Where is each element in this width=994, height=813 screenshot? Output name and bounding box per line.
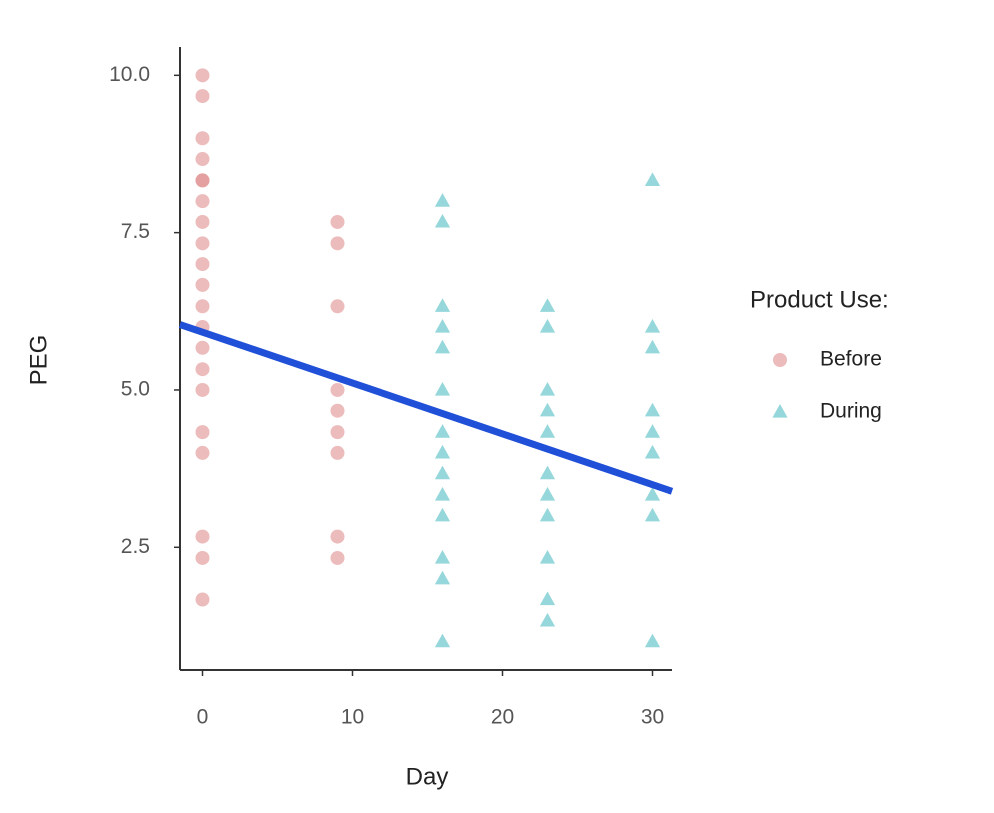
point bbox=[195, 131, 210, 146]
point bbox=[539, 507, 556, 522]
point bbox=[195, 173, 210, 188]
point bbox=[195, 382, 210, 397]
point bbox=[434, 339, 451, 354]
point bbox=[434, 424, 451, 438]
point bbox=[434, 319, 451, 333]
point bbox=[330, 403, 345, 418]
x-tick-label: 20 bbox=[491, 706, 514, 729]
point bbox=[539, 487, 556, 501]
point bbox=[644, 172, 661, 187]
y-tick-label: 5.0 bbox=[121, 378, 150, 401]
point bbox=[434, 487, 451, 501]
y-tick-label: 7.5 bbox=[121, 220, 150, 243]
point bbox=[539, 298, 556, 312]
legend-label: Before bbox=[820, 348, 882, 371]
point bbox=[434, 298, 451, 312]
point bbox=[195, 550, 210, 565]
point bbox=[330, 445, 345, 460]
point bbox=[434, 507, 451, 522]
point bbox=[195, 529, 210, 544]
x-tick-label: 30 bbox=[641, 706, 664, 729]
legend-marker bbox=[773, 353, 787, 367]
point bbox=[644, 424, 661, 438]
point bbox=[330, 299, 345, 314]
trend-line bbox=[178, 321, 674, 495]
point bbox=[330, 425, 345, 440]
point bbox=[434, 633, 451, 648]
legend-label: During bbox=[820, 400, 882, 423]
point bbox=[195, 299, 210, 314]
y-tick-label: 10.0 bbox=[109, 63, 150, 86]
point bbox=[644, 633, 661, 648]
point bbox=[195, 152, 210, 167]
point bbox=[434, 193, 451, 207]
point bbox=[644, 507, 661, 522]
legend-marker bbox=[772, 404, 788, 418]
point bbox=[195, 592, 210, 607]
y-tick-label: 2.5 bbox=[121, 535, 150, 558]
point bbox=[539, 465, 556, 480]
point bbox=[644, 402, 661, 417]
point bbox=[195, 362, 210, 377]
point bbox=[539, 612, 556, 627]
point bbox=[195, 89, 210, 104]
legend-title: Product Use: bbox=[750, 286, 889, 313]
point bbox=[330, 550, 345, 565]
point bbox=[434, 549, 451, 564]
point bbox=[434, 570, 451, 585]
point bbox=[539, 402, 556, 417]
point bbox=[195, 340, 210, 355]
point bbox=[330, 236, 345, 251]
point bbox=[434, 444, 451, 459]
point bbox=[195, 68, 210, 83]
point bbox=[434, 465, 451, 480]
point bbox=[644, 339, 661, 354]
point bbox=[644, 487, 661, 501]
point bbox=[539, 319, 556, 333]
point bbox=[539, 591, 556, 606]
point bbox=[539, 381, 556, 396]
x-tick-label: 0 bbox=[197, 706, 209, 729]
y-axis-label: PEG bbox=[25, 335, 52, 386]
point bbox=[195, 214, 210, 229]
point bbox=[539, 549, 556, 564]
point bbox=[195, 445, 210, 460]
point bbox=[330, 214, 345, 229]
point bbox=[195, 277, 210, 292]
point bbox=[195, 236, 210, 251]
point bbox=[434, 381, 451, 396]
x-axis-label: Day bbox=[406, 763, 449, 790]
point bbox=[330, 529, 345, 544]
point bbox=[434, 213, 451, 228]
point bbox=[195, 257, 210, 272]
point bbox=[644, 444, 661, 459]
point bbox=[539, 424, 556, 438]
point bbox=[195, 194, 210, 209]
point bbox=[195, 425, 210, 440]
point bbox=[330, 382, 345, 397]
x-tick-label: 10 bbox=[341, 706, 364, 729]
point bbox=[644, 319, 661, 333]
